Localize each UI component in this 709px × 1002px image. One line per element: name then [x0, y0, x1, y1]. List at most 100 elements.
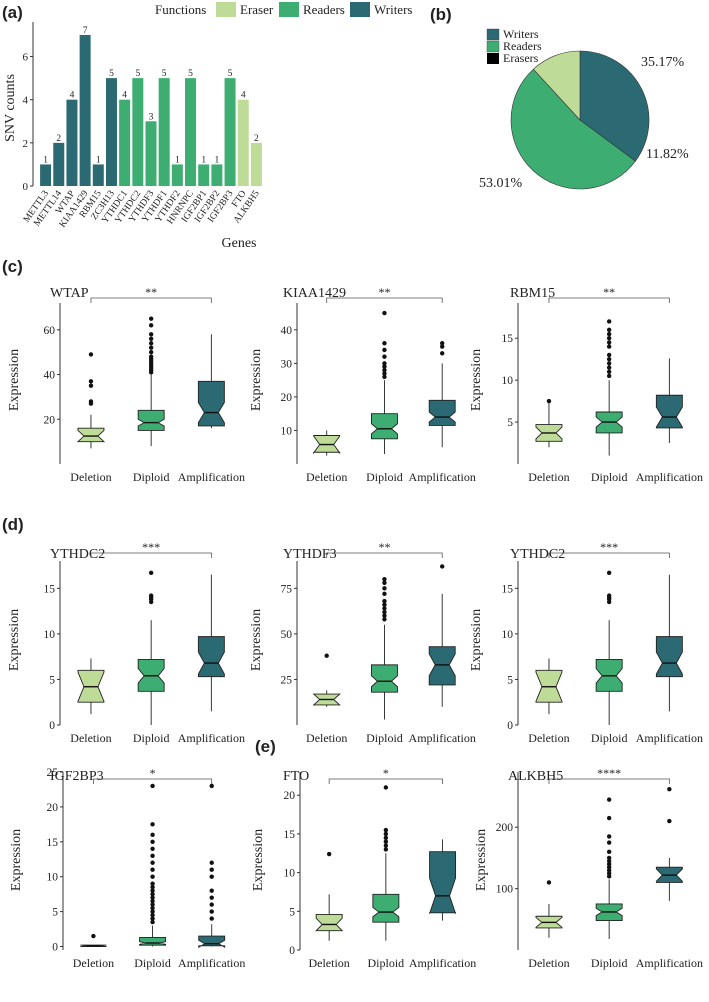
outlier-point: [382, 598, 387, 604]
plot-title: YTHDC2: [510, 547, 565, 562]
panel-label-e: (e): [255, 737, 276, 756]
x-tick-label: Amplification: [178, 956, 245, 970]
outlier-point: [606, 864, 612, 870]
bar-igf2bp1: [198, 164, 210, 186]
y-tick-label: 0: [507, 720, 513, 732]
outlier-point: [209, 874, 214, 879]
x-tick-label: Deletion: [70, 731, 111, 745]
outlier-point: [382, 591, 387, 596]
legend-label-writers: Writers: [374, 2, 412, 17]
outlier-point: [150, 884, 155, 890]
y-tick-label: 0: [49, 720, 55, 732]
outlier-point: [150, 916, 155, 921]
outlier-point: [209, 895, 214, 900]
outlier-point: [148, 570, 154, 576]
significance-bracket: [548, 297, 670, 303]
pie-legend-readers: Readers: [503, 39, 542, 53]
y-axis-label: Expression: [474, 829, 489, 891]
outlier-point: [382, 613, 387, 618]
outlier-point: [150, 881, 155, 886]
outlier-point: [382, 580, 387, 586]
y-tick-label: 15: [44, 583, 56, 595]
outlier-point: [606, 570, 612, 576]
outlier-point: [148, 323, 154, 328]
significance-bracket: [90, 552, 212, 558]
outlier-point: [88, 399, 94, 404]
bar-wtap: [66, 99, 78, 186]
y-tick-label: 20: [281, 392, 293, 404]
outlier-point: [383, 785, 389, 790]
legend-swatch-readers: [279, 2, 299, 17]
outlier-point: [150, 891, 155, 897]
y-tick-label: 10: [284, 868, 296, 880]
outlier-point: [606, 815, 612, 821]
significance-label: ****: [597, 766, 621, 780]
significance-label: ***: [600, 540, 618, 554]
bar-value-label: 4: [122, 91, 127, 101]
y-tick-label: 20: [284, 790, 296, 802]
significance-bracket: [326, 297, 443, 303]
x-axis-label: Genes: [222, 236, 257, 251]
x-tick-label: Amplification: [178, 731, 245, 745]
outlier-point: [382, 586, 387, 591]
outlier-point: [606, 874, 612, 879]
plot-title: FTO: [283, 769, 309, 784]
significance-label: **: [145, 285, 157, 299]
box-amplification: [428, 646, 456, 686]
y-axis-label: Expression: [249, 609, 264, 671]
outlier-point: [382, 347, 387, 353]
x-tick-label: Deletion: [306, 731, 347, 745]
outlier-point: [606, 369, 612, 374]
y-tick-label: 15: [502, 333, 514, 345]
boxplot-igf2bp3: IGF2BP3 Expression 0 5 10 15 20 25 * Deletion Dipl…: [9, 766, 245, 970]
bar-mettl14: [53, 142, 65, 186]
significance-label: **: [378, 540, 390, 554]
outlier-point: [150, 822, 155, 827]
bar-value-label: 1: [215, 155, 220, 165]
outlier-point: [88, 379, 94, 384]
outlier-point: [383, 835, 389, 840]
outlier-point: [209, 909, 214, 914]
outlier-point: [150, 902, 155, 907]
significance-label: **: [378, 285, 390, 299]
bar-value-label: 5: [109, 69, 114, 79]
outlier-point: [326, 851, 332, 857]
bar-value-label: 1: [175, 155, 180, 165]
outlier-point: [606, 327, 612, 333]
y-tick-label: 10: [502, 375, 514, 387]
outlier-point: [383, 843, 389, 848]
outlier-point: [546, 398, 552, 404]
outlier-point: [606, 319, 612, 324]
pie-legend-swatch-readers: [486, 40, 500, 53]
outlier-point: [150, 905, 155, 911]
box-amplification: [428, 399, 456, 426]
boxplot-ythdc2-right: YTHDC2 Expression 0 5 10 15 *** Deletion Diploid…: [469, 540, 703, 745]
outlier-point: [88, 352, 94, 357]
significance-bracket: [548, 778, 670, 784]
boxplot-alkbh5: ALKBH5 Expression 100 200 **** Deletion Diploi…: [474, 766, 703, 970]
bar-value-label: 5: [188, 69, 193, 79]
significance-label: *: [383, 766, 389, 780]
y-axis-label: Expression: [249, 349, 264, 411]
outlier-point: [150, 888, 155, 893]
y-tick-label: 25: [47, 767, 59, 779]
legend-label-eraser: Eraser: [240, 2, 274, 17]
x-tick-label: Amplification: [636, 956, 703, 970]
outlier-point: [148, 316, 154, 321]
outlier-point: [606, 858, 612, 864]
outlier-point: [209, 916, 214, 921]
y-tick-label: 10: [44, 629, 56, 641]
outlier-point: [150, 846, 155, 851]
bar-value-label: 1: [201, 155, 206, 165]
x-tick-label: Deletion: [528, 956, 569, 970]
outlier-point: [383, 827, 389, 833]
bar-ythdc1: [119, 99, 131, 186]
outlier-point: [209, 888, 214, 893]
plot-title: KIAA1429: [283, 286, 346, 301]
bar-value-label: 2: [56, 134, 61, 144]
x-tick-label: Deletion: [73, 956, 114, 970]
boxplot-ythdf3: YTHDF3 Expression 25 50 75 ** Deletion Diploid A…: [249, 540, 476, 745]
outlier-point: [150, 832, 155, 838]
plot-title: ALKBH5: [508, 769, 563, 784]
